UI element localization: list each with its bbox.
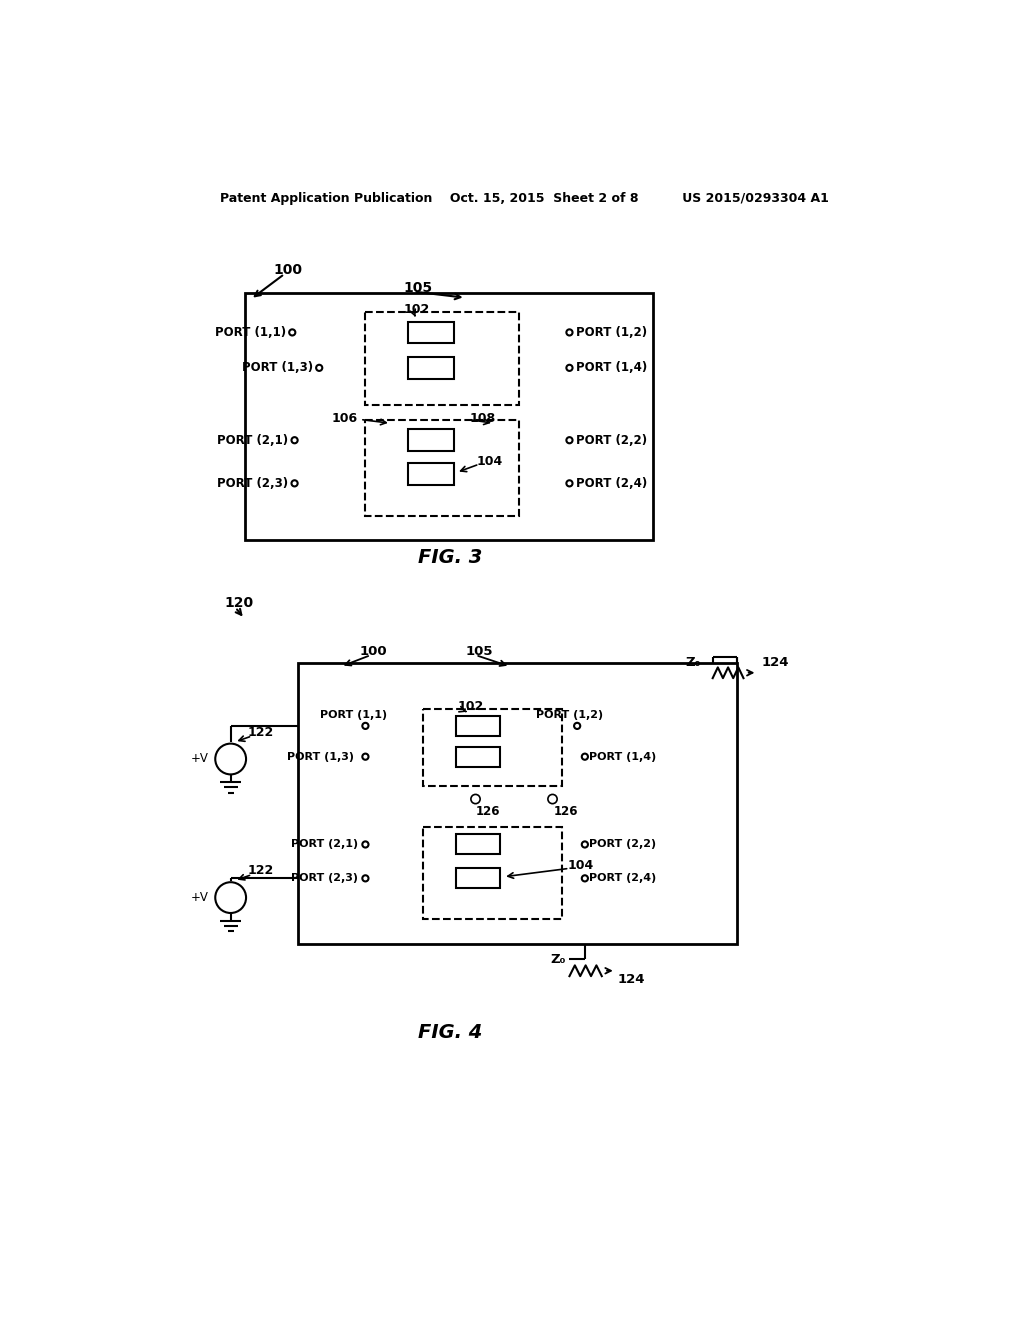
Text: PORT (1,3): PORT (1,3) xyxy=(242,362,313,375)
Text: PORT (2,3): PORT (2,3) xyxy=(291,874,357,883)
Circle shape xyxy=(566,437,572,444)
Text: Z₀: Z₀ xyxy=(685,656,700,669)
Circle shape xyxy=(548,795,557,804)
Bar xyxy=(298,663,737,944)
Text: 104: 104 xyxy=(477,454,504,467)
Text: 102: 102 xyxy=(403,302,430,315)
Bar xyxy=(408,463,454,484)
Bar xyxy=(245,293,652,540)
Bar xyxy=(456,834,500,854)
Circle shape xyxy=(292,480,298,487)
Circle shape xyxy=(471,795,480,804)
Text: PORT (2,4): PORT (2,4) xyxy=(589,874,656,883)
Text: 120: 120 xyxy=(224,597,254,610)
Circle shape xyxy=(582,754,588,760)
Text: FIG. 3: FIG. 3 xyxy=(418,548,482,566)
Circle shape xyxy=(362,754,369,760)
Text: 102: 102 xyxy=(458,700,484,713)
Circle shape xyxy=(292,437,298,444)
Circle shape xyxy=(566,364,572,371)
Text: 100: 100 xyxy=(360,644,388,657)
Text: 122: 122 xyxy=(248,726,273,739)
Text: PORT (1,4): PORT (1,4) xyxy=(589,751,656,762)
Text: +V: +V xyxy=(191,752,209,766)
Circle shape xyxy=(316,364,323,371)
Text: 105: 105 xyxy=(466,644,493,657)
Text: 100: 100 xyxy=(273,263,302,277)
Circle shape xyxy=(215,882,246,913)
Bar xyxy=(366,420,519,516)
Circle shape xyxy=(566,480,572,487)
Text: 106: 106 xyxy=(332,412,357,425)
Circle shape xyxy=(362,875,369,882)
Circle shape xyxy=(362,841,369,847)
Circle shape xyxy=(362,723,369,729)
Text: PORT (2,4): PORT (2,4) xyxy=(575,477,647,490)
Text: 105: 105 xyxy=(403,281,433,294)
Circle shape xyxy=(289,330,295,335)
Text: PORT (2,3): PORT (2,3) xyxy=(217,477,289,490)
Text: 124: 124 xyxy=(617,973,645,986)
Bar xyxy=(408,429,454,451)
Bar xyxy=(408,322,454,343)
Circle shape xyxy=(566,330,572,335)
Circle shape xyxy=(215,743,246,775)
Text: 108: 108 xyxy=(469,412,496,425)
Text: PORT (1,2): PORT (1,2) xyxy=(575,326,647,339)
Bar xyxy=(366,313,519,405)
Text: PORT (1,1): PORT (1,1) xyxy=(215,326,286,339)
Bar xyxy=(408,358,454,379)
Bar xyxy=(423,709,562,785)
Text: PORT (1,3): PORT (1,3) xyxy=(287,751,354,762)
Circle shape xyxy=(582,841,588,847)
Text: +V: +V xyxy=(191,891,209,904)
Bar xyxy=(456,747,500,767)
Text: FIG. 4: FIG. 4 xyxy=(418,1023,482,1041)
Text: PORT (2,1): PORT (2,1) xyxy=(217,434,289,446)
Text: 104: 104 xyxy=(568,859,594,871)
Text: 122: 122 xyxy=(248,865,273,878)
Bar xyxy=(456,715,500,737)
Text: PORT (2,1): PORT (2,1) xyxy=(291,840,357,850)
Circle shape xyxy=(582,875,588,882)
Text: 124: 124 xyxy=(762,656,790,669)
Text: PORT (2,2): PORT (2,2) xyxy=(575,434,647,446)
Text: 126: 126 xyxy=(475,805,500,818)
Text: PORT (2,2): PORT (2,2) xyxy=(589,840,655,850)
Text: PORT (1,1): PORT (1,1) xyxy=(321,710,387,721)
Text: Z₀: Z₀ xyxy=(550,953,565,966)
Bar xyxy=(456,869,500,888)
Text: PORT (1,2): PORT (1,2) xyxy=(536,710,603,721)
Bar xyxy=(423,826,562,919)
Text: PORT (1,4): PORT (1,4) xyxy=(575,362,647,375)
Circle shape xyxy=(574,723,581,729)
Text: Patent Application Publication    Oct. 15, 2015  Sheet 2 of 8          US 2015/0: Patent Application Publication Oct. 15, … xyxy=(220,191,829,205)
Text: 126: 126 xyxy=(554,805,579,818)
